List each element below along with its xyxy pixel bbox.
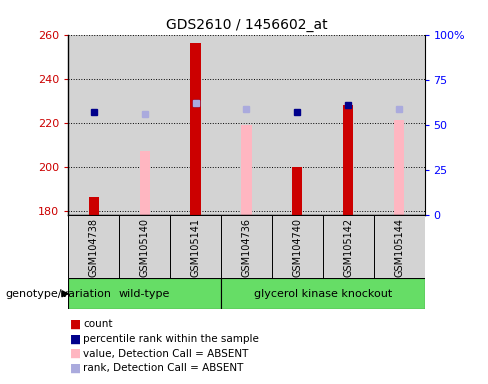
Bar — [323, 215, 374, 278]
Bar — [68, 215, 119, 278]
Text: GSM104736: GSM104736 — [242, 218, 251, 277]
Bar — [119, 35, 170, 215]
Text: percentile rank within the sample: percentile rank within the sample — [83, 334, 259, 344]
Text: GSM105144: GSM105144 — [394, 218, 404, 277]
Text: wild-type: wild-type — [119, 289, 170, 299]
Text: glycerol kinase knockout: glycerol kinase knockout — [254, 289, 392, 299]
Text: GSM104738: GSM104738 — [89, 218, 99, 277]
Bar — [292, 167, 303, 215]
Text: GSM104740: GSM104740 — [292, 218, 303, 277]
Text: GSM105140: GSM105140 — [140, 218, 150, 277]
Bar — [221, 35, 272, 215]
Bar — [221, 278, 425, 309]
Bar — [140, 151, 150, 215]
Text: ■: ■ — [70, 362, 81, 375]
Bar — [89, 197, 99, 215]
Bar — [170, 35, 221, 215]
Text: value, Detection Call = ABSENT: value, Detection Call = ABSENT — [83, 349, 248, 359]
Bar — [323, 35, 374, 215]
Bar — [170, 215, 221, 278]
Bar — [394, 121, 404, 215]
Text: ■: ■ — [70, 318, 81, 331]
Bar — [242, 125, 251, 215]
Title: GDS2610 / 1456602_at: GDS2610 / 1456602_at — [165, 18, 327, 32]
Bar — [272, 35, 323, 215]
Bar — [68, 35, 119, 215]
Text: count: count — [83, 319, 112, 329]
Bar — [272, 215, 323, 278]
Bar — [119, 215, 170, 278]
Bar — [374, 35, 425, 215]
Text: GSM105142: GSM105142 — [343, 218, 353, 277]
Bar — [374, 215, 425, 278]
Text: genotype/variation: genotype/variation — [5, 289, 111, 299]
Bar — [221, 215, 272, 278]
Text: rank, Detection Call = ABSENT: rank, Detection Call = ABSENT — [83, 363, 244, 373]
Bar — [68, 278, 221, 309]
Text: GSM105141: GSM105141 — [190, 218, 201, 277]
Bar — [190, 122, 201, 215]
Text: ■: ■ — [70, 333, 81, 346]
Bar — [190, 43, 201, 215]
Bar — [343, 105, 353, 215]
Text: ■: ■ — [70, 347, 81, 360]
